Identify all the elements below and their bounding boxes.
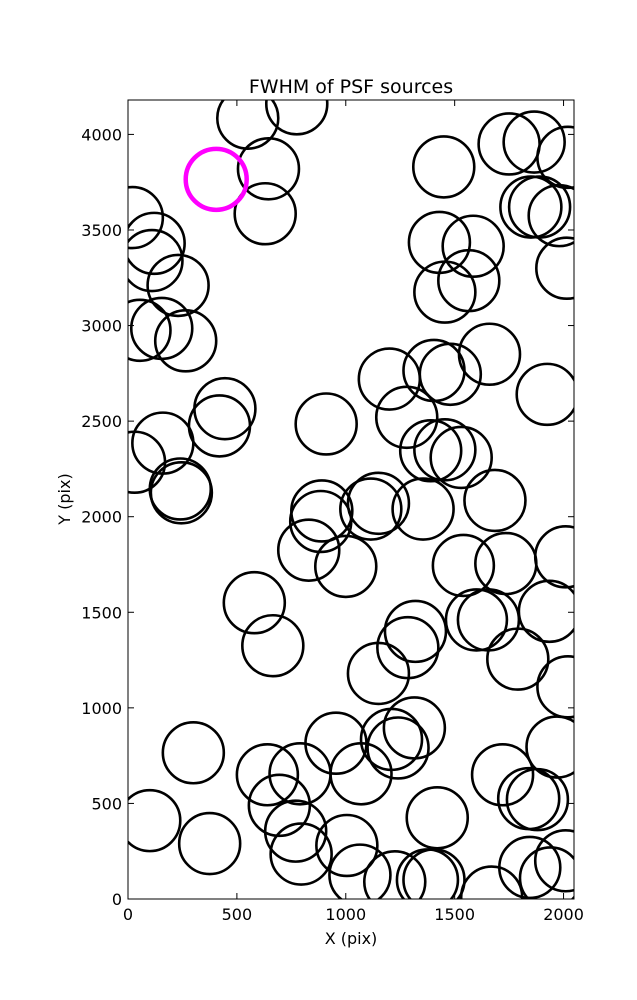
source-marker — [128, 185, 165, 250]
x-tick-label: 500 — [222, 905, 253, 924]
source-marker — [395, 848, 460, 899]
source-marker — [263, 799, 328, 863]
source-marker — [456, 588, 521, 652]
source-marker — [398, 418, 463, 483]
plot-frame — [127, 99, 575, 900]
source-marker — [474, 531, 538, 596]
y-tick-label: 1500 — [81, 603, 122, 622]
y-tick-label: 2500 — [81, 412, 122, 431]
source-marker — [413, 260, 477, 324]
source-marker — [437, 248, 501, 313]
y-tick-label: 4000 — [81, 125, 122, 144]
source-marker — [505, 767, 570, 832]
source-marker — [533, 828, 574, 893]
source-marker — [457, 322, 522, 387]
source-marker — [470, 742, 535, 807]
source-marker — [128, 228, 184, 293]
source-marker — [233, 181, 297, 246]
source-marker — [391, 477, 455, 541]
source-marker — [533, 525, 574, 589]
source-marker — [153, 309, 218, 373]
source-marker — [527, 183, 574, 248]
source-marker — [146, 253, 210, 318]
source-marker — [328, 843, 392, 899]
source-marker — [418, 342, 483, 407]
source-marker — [383, 599, 448, 664]
chart-title: FWHM of PSF sources — [249, 76, 453, 98]
x-tick-label: 1500 — [434, 905, 475, 924]
source-marker — [536, 125, 574, 190]
source-marker — [177, 811, 242, 876]
source-marker — [518, 846, 574, 899]
source-marker — [269, 822, 333, 886]
source-marker — [161, 720, 226, 785]
source-marker — [535, 236, 574, 300]
source-marker — [241, 613, 305, 678]
data-markers — [128, 100, 574, 899]
source-marker — [486, 627, 550, 691]
source-marker — [346, 471, 411, 536]
source-marker — [346, 641, 411, 706]
source-marker — [313, 534, 378, 599]
highlighted-marker-group — [183, 146, 249, 213]
source-marker — [429, 425, 493, 490]
source-marker — [382, 696, 447, 760]
source-marker — [357, 347, 422, 411]
plot-area — [127, 99, 575, 900]
source-marker — [128, 788, 182, 853]
source-marker — [149, 461, 214, 525]
source-marker — [294, 392, 358, 456]
source-marker — [128, 211, 186, 276]
source-marker — [276, 518, 341, 582]
source-marker — [290, 479, 354, 543]
source-marker — [264, 100, 329, 136]
highlighted-source-marker — [183, 146, 249, 213]
source-marker — [129, 296, 194, 361]
source-marker — [413, 418, 477, 482]
source-marker — [431, 533, 496, 598]
source-marker — [315, 813, 379, 878]
source-marker — [339, 477, 403, 541]
source-marker — [402, 848, 466, 899]
source-marker — [463, 468, 527, 533]
source-marker — [441, 214, 505, 279]
y-tick-label: 2000 — [81, 508, 122, 527]
x-axis-title: X (pix) — [325, 929, 378, 948]
source-marker — [407, 210, 472, 275]
x-axis: 0 500 1000 1500 2000 — [123, 100, 584, 924]
y-axis-title: Y (pix) — [55, 473, 74, 525]
source-marker — [517, 579, 574, 644]
source-marker — [405, 785, 470, 850]
source-marker — [374, 385, 439, 450]
y-tick-label: 3500 — [81, 221, 122, 240]
source-marker — [128, 430, 167, 495]
source-marker — [498, 835, 562, 899]
x-tick-label: 2000 — [543, 905, 584, 924]
source-marker — [444, 588, 509, 652]
x-tick-label: 1000 — [325, 905, 366, 924]
source-marker — [222, 570, 287, 635]
source-marker — [502, 110, 566, 174]
source-marker — [236, 137, 301, 201]
source-marker — [366, 716, 430, 780]
y-tick-label: 1000 — [81, 699, 122, 718]
source-marker — [288, 489, 353, 554]
y-axis: 0 500 1000 1500 2000 2500 3000 3500 4000 — [81, 125, 574, 909]
source-marker — [515, 362, 574, 427]
source-marker — [362, 850, 427, 899]
y-tick-label: 0 — [112, 890, 122, 909]
source-marker — [193, 376, 257, 441]
source-marker — [411, 135, 476, 199]
y-tick-label: 500 — [91, 794, 122, 813]
x-tick-label: 0 — [123, 905, 133, 924]
source-marker — [187, 394, 252, 458]
source-marker — [128, 298, 172, 363]
y-tick-label: 3000 — [81, 317, 122, 336]
source-marker — [235, 742, 300, 807]
source-marker — [215, 100, 280, 150]
source-marker — [536, 655, 574, 719]
